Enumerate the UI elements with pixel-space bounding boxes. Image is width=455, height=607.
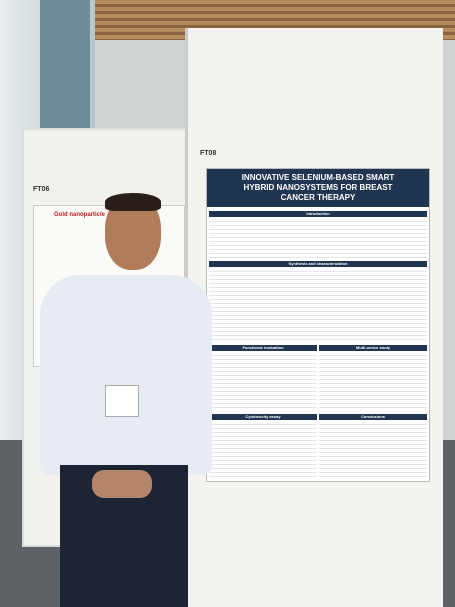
section-body [209,352,317,410]
left-poster-title: Gold nanoparticle [54,212,106,218]
section-body [319,352,427,410]
board-label: FT08 [200,150,217,157]
section-header: Functional evaluation [209,345,317,351]
section-header: Cytotoxicity assay [209,414,317,420]
section-body [209,421,317,479]
section-body [209,268,427,343]
section-body [319,421,427,479]
section-header: Introduction [209,211,427,217]
section-header: Multi-omics study [319,345,427,351]
shirt [40,275,212,475]
poster: INNOVATIVE SELENIUM-BASED SMART HYBRID N… [206,168,430,482]
badge [105,385,139,417]
poster-title: INNOVATIVE SELENIUM-BASED SMART HYBRID N… [207,169,429,207]
section-header: Synthesis and characterization [209,261,427,267]
section-header: Conclusions [319,414,427,420]
window-glass [40,0,90,130]
hands [92,470,152,498]
board-label: FT06 [33,186,50,193]
section-body [209,218,427,258]
hair [105,193,161,211]
